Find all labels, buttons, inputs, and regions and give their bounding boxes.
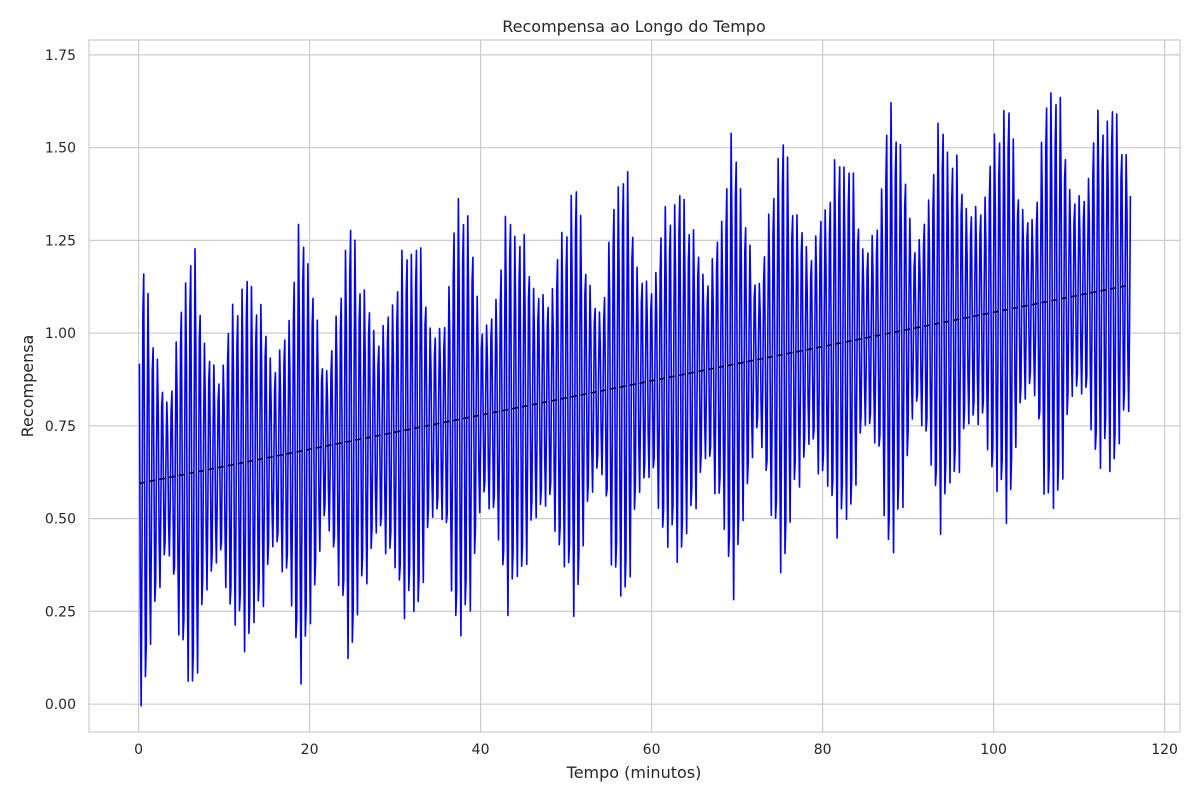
y-tick-label: 1.50	[45, 141, 76, 157]
y-tick-label: 1.25	[45, 233, 76, 249]
y-tick-labels: 0.00 0.25 0.50 0.75 1.00 1.25 1.50 1.75	[45, 48, 76, 713]
x-tick-label: 20	[301, 742, 319, 758]
x-tick-label: 40	[472, 742, 490, 758]
y-tick-label: 0.50	[45, 512, 76, 528]
chart-title: Recompensa ao Longo do Tempo	[502, 17, 766, 36]
x-tick-label: 100	[980, 742, 1007, 758]
x-tick-labels: 0 20 40 60 80 100 120	[134, 742, 1178, 758]
y-tick-label: 1.00	[45, 326, 76, 342]
grid-lines	[89, 40, 1180, 732]
x-tick-label: 120	[1151, 742, 1178, 758]
y-tick-label: 0.75	[45, 419, 76, 435]
series-layer	[138, 92, 1132, 707]
x-tick-label: 60	[643, 742, 661, 758]
y-tick-label: 0.25	[45, 604, 76, 620]
y-tick-label: 1.75	[45, 48, 76, 64]
reward-series-line	[138, 92, 1132, 707]
x-tick-label: 80	[814, 742, 832, 758]
y-tick-label: 0.00	[45, 697, 76, 713]
y-axis-title: Recompensa	[18, 335, 37, 438]
x-tick-label: 0	[134, 742, 143, 758]
trend-line	[139, 284, 1131, 485]
x-axis-title: Tempo (minutos)	[566, 763, 702, 782]
